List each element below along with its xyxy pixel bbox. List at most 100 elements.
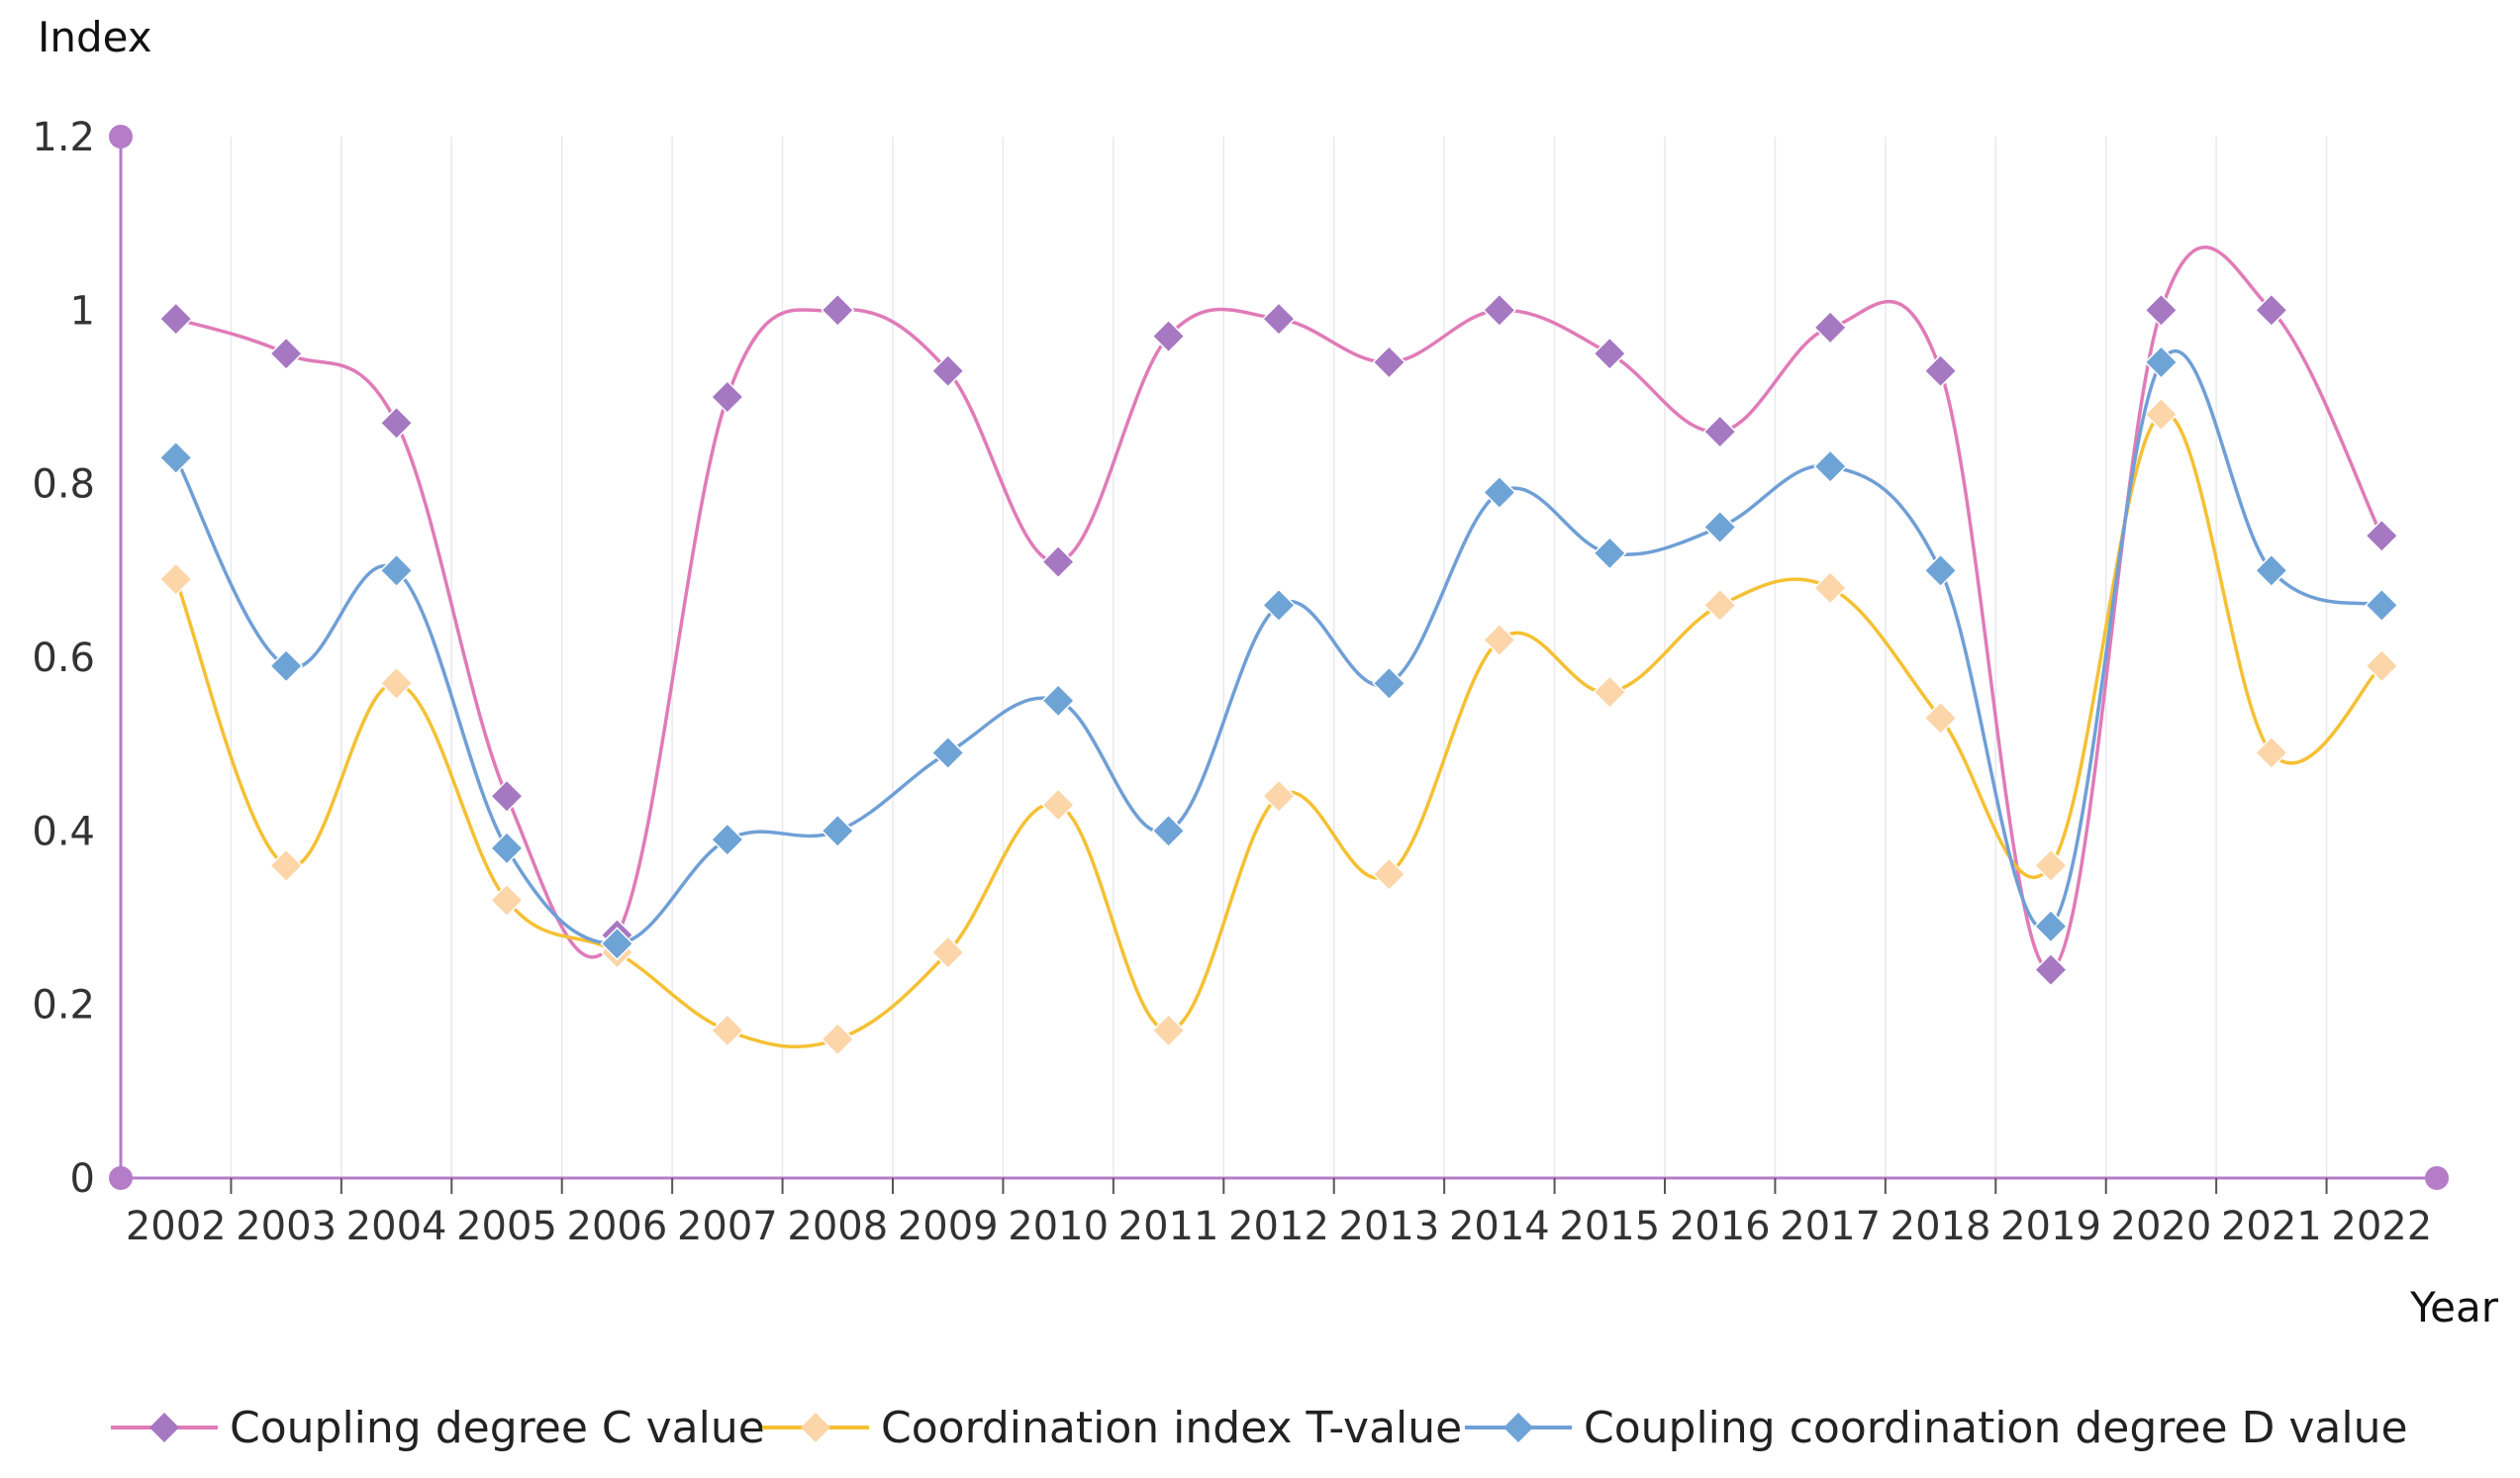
data-point (1702, 415, 1737, 449)
data-point (1372, 666, 1406, 701)
data-point (1151, 814, 1186, 848)
legend-label: Coupling coordination degree D value (1584, 1403, 2408, 1453)
y-tick-label: 1 (70, 288, 95, 334)
data-point (710, 1013, 744, 1048)
legend-marker (1503, 1413, 1533, 1442)
data-point (379, 666, 414, 701)
data-point (1813, 310, 1848, 345)
legend: Coupling degree C value Coordination inde… (111, 1403, 2408, 1453)
data-point (1372, 345, 1406, 379)
data-point (930, 353, 965, 388)
data-point (710, 379, 744, 415)
x-tick-label: 2019 (2000, 1204, 2101, 1249)
data-point (1482, 293, 1516, 328)
data-point (1593, 337, 1627, 371)
data-point (600, 927, 634, 961)
legend-label: Coordination index T-value (881, 1403, 1462, 1453)
legend-item: Coupling degree C value (111, 1403, 765, 1453)
data-point (1923, 553, 1958, 588)
series-line (175, 246, 2383, 972)
data-point (379, 406, 414, 441)
data-point (269, 648, 304, 683)
x-tick-label: 2021 (2221, 1204, 2322, 1249)
x-tick-label: 2022 (2331, 1204, 2432, 1249)
data-point (1923, 353, 1958, 388)
data-point (1261, 588, 1297, 623)
data-point (379, 553, 414, 588)
data-point (821, 293, 855, 328)
data-point (2365, 648, 2399, 683)
data-point (1041, 787, 1076, 823)
data-point (2033, 848, 2069, 883)
data-point (2365, 588, 2399, 623)
x-tick-label: 2012 (1228, 1204, 1329, 1249)
data-point (2254, 293, 2288, 328)
data-point (1593, 675, 1627, 710)
x-tick-label: 2005 (456, 1204, 557, 1249)
data-point (1151, 319, 1186, 353)
data-point (1813, 570, 1848, 605)
y-axis-end-dot (109, 125, 133, 148)
data-point (1261, 779, 1297, 814)
data-point (1151, 1013, 1186, 1048)
data-point (489, 831, 525, 865)
data-point (489, 779, 525, 814)
x-tick-label: 2010 (1008, 1204, 1109, 1249)
series-1 (158, 246, 2399, 987)
y-tick-label: 0.6 (32, 636, 95, 681)
x-tick-label: 2009 (898, 1204, 999, 1249)
data-point (1041, 544, 1076, 579)
x-axis-title: Year (2409, 1283, 2499, 1331)
y-tick-label: 0.8 (32, 462, 95, 508)
y-tick-label: 1.2 (32, 115, 95, 160)
x-tick-label: 2015 (1559, 1204, 1660, 1249)
data-point (1261, 302, 1297, 337)
data-point (269, 848, 304, 883)
data-point (2254, 736, 2288, 770)
data-point (930, 936, 965, 970)
x-tick-label: 2002 (126, 1204, 227, 1249)
x-axis-end-dot (2425, 1166, 2449, 1190)
data-point (489, 883, 525, 918)
data-point (821, 814, 855, 848)
x-tick-label: 2020 (2111, 1204, 2212, 1249)
data-point (1372, 857, 1406, 892)
data-point (821, 1022, 855, 1056)
data-point (2033, 909, 2069, 943)
data-point (1593, 536, 1627, 570)
data-point (1702, 510, 1737, 544)
data-point (2254, 553, 2288, 588)
y-tick-label: 0 (70, 1156, 95, 1202)
x-tick-label: 2008 (787, 1204, 888, 1249)
data-point (2144, 345, 2179, 379)
data-point (269, 337, 304, 371)
series-group (158, 246, 2399, 1056)
x-tick-label: 2018 (1890, 1204, 1991, 1249)
legend-marker (149, 1413, 179, 1442)
axis-origin-dot (109, 1166, 133, 1190)
legend-label: Coupling degree C value (230, 1403, 765, 1453)
data-point (1923, 701, 1958, 736)
data-point (2033, 952, 2069, 987)
data-point (158, 302, 193, 337)
data-point (1482, 623, 1516, 657)
axes (109, 125, 2449, 1194)
data-point (710, 823, 744, 857)
data-point (1702, 588, 1737, 623)
y-tick-label: 0.2 (32, 983, 95, 1029)
x-tick-label: 2007 (677, 1204, 778, 1249)
grid-lines (230, 137, 2328, 1178)
x-tick-label: 2006 (567, 1204, 668, 1249)
x-tick-label: 2004 (346, 1204, 447, 1249)
y-tick-label: 0.4 (32, 809, 95, 854)
data-point (1813, 449, 1848, 484)
data-point (1482, 475, 1516, 510)
series-line (174, 412, 2383, 1049)
data-point (158, 441, 193, 475)
x-tick-label: 2003 (236, 1204, 337, 1249)
legend-marker (801, 1413, 830, 1442)
data-point (2144, 397, 2179, 432)
legend-item: Coupling coordination degree D value (1465, 1403, 2408, 1453)
data-point (2365, 519, 2399, 553)
